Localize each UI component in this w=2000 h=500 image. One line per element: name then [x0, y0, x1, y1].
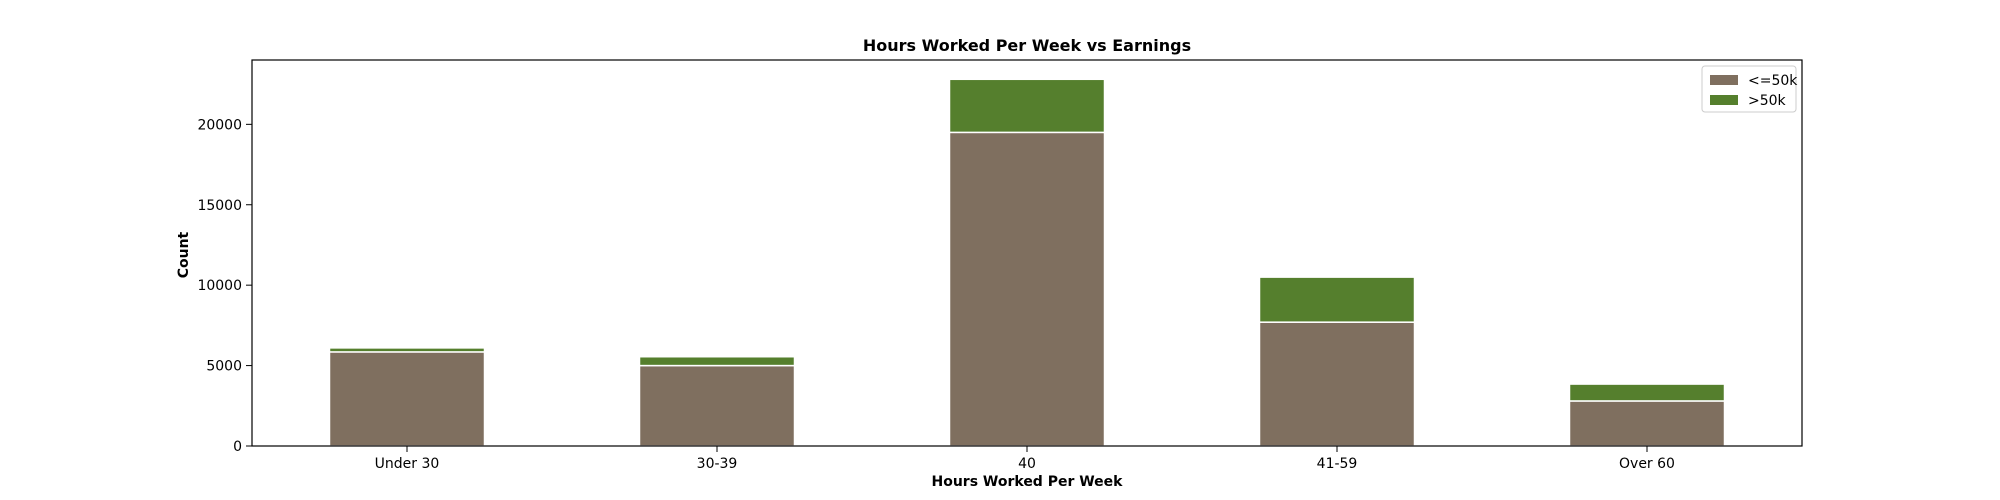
bar-gt50k-2 [948, 78, 1106, 134]
bar-gt50k-1 [638, 355, 796, 367]
bar-gt50k-0 [328, 347, 486, 353]
y-tick-label: 15000 [197, 198, 242, 214]
x-tick-label: Over 60 [1619, 456, 1675, 472]
x-tick-label: 40 [1018, 456, 1036, 472]
legend: <=50k >50k [1701, 65, 1798, 113]
bars-layer [328, 78, 1726, 447]
y-tick-label: 0 [233, 439, 242, 455]
axes-layer: 0 5000 10000 15000 20000 Under 30 30-39 40 41-59… [197, 59, 1803, 472]
bar-gt50k-3 [1258, 276, 1416, 323]
y-axis-title: Count [176, 231, 192, 278]
legend-swatch-gt50k [1710, 95, 1738, 105]
bar-le50k-2 [948, 131, 1106, 447]
bar-gt50k-4 [1568, 383, 1726, 402]
y-tick-label: 20000 [197, 117, 242, 133]
y-tick-label: 5000 [206, 359, 242, 375]
bar-le50k-4 [1568, 400, 1726, 447]
y-tick-label: 10000 [197, 278, 242, 294]
bar-le50k-1 [638, 364, 796, 447]
legend-swatch-le50k [1710, 75, 1738, 85]
chart-title: Hours Worked Per Week vs Earnings [863, 36, 1191, 55]
legend-label-gt50k: >50k [1748, 93, 1787, 109]
bar-le50k-0 [328, 351, 486, 447]
bar-le50k-3 [1258, 321, 1416, 447]
legend-label-le50k: <=50k [1748, 73, 1798, 89]
x-tick-label: Under 30 [375, 456, 440, 472]
x-tick-label: 30-39 [697, 456, 738, 472]
x-tick-label: 41-59 [1317, 456, 1358, 472]
x-axis-title: Hours Worked Per Week [932, 474, 1124, 490]
